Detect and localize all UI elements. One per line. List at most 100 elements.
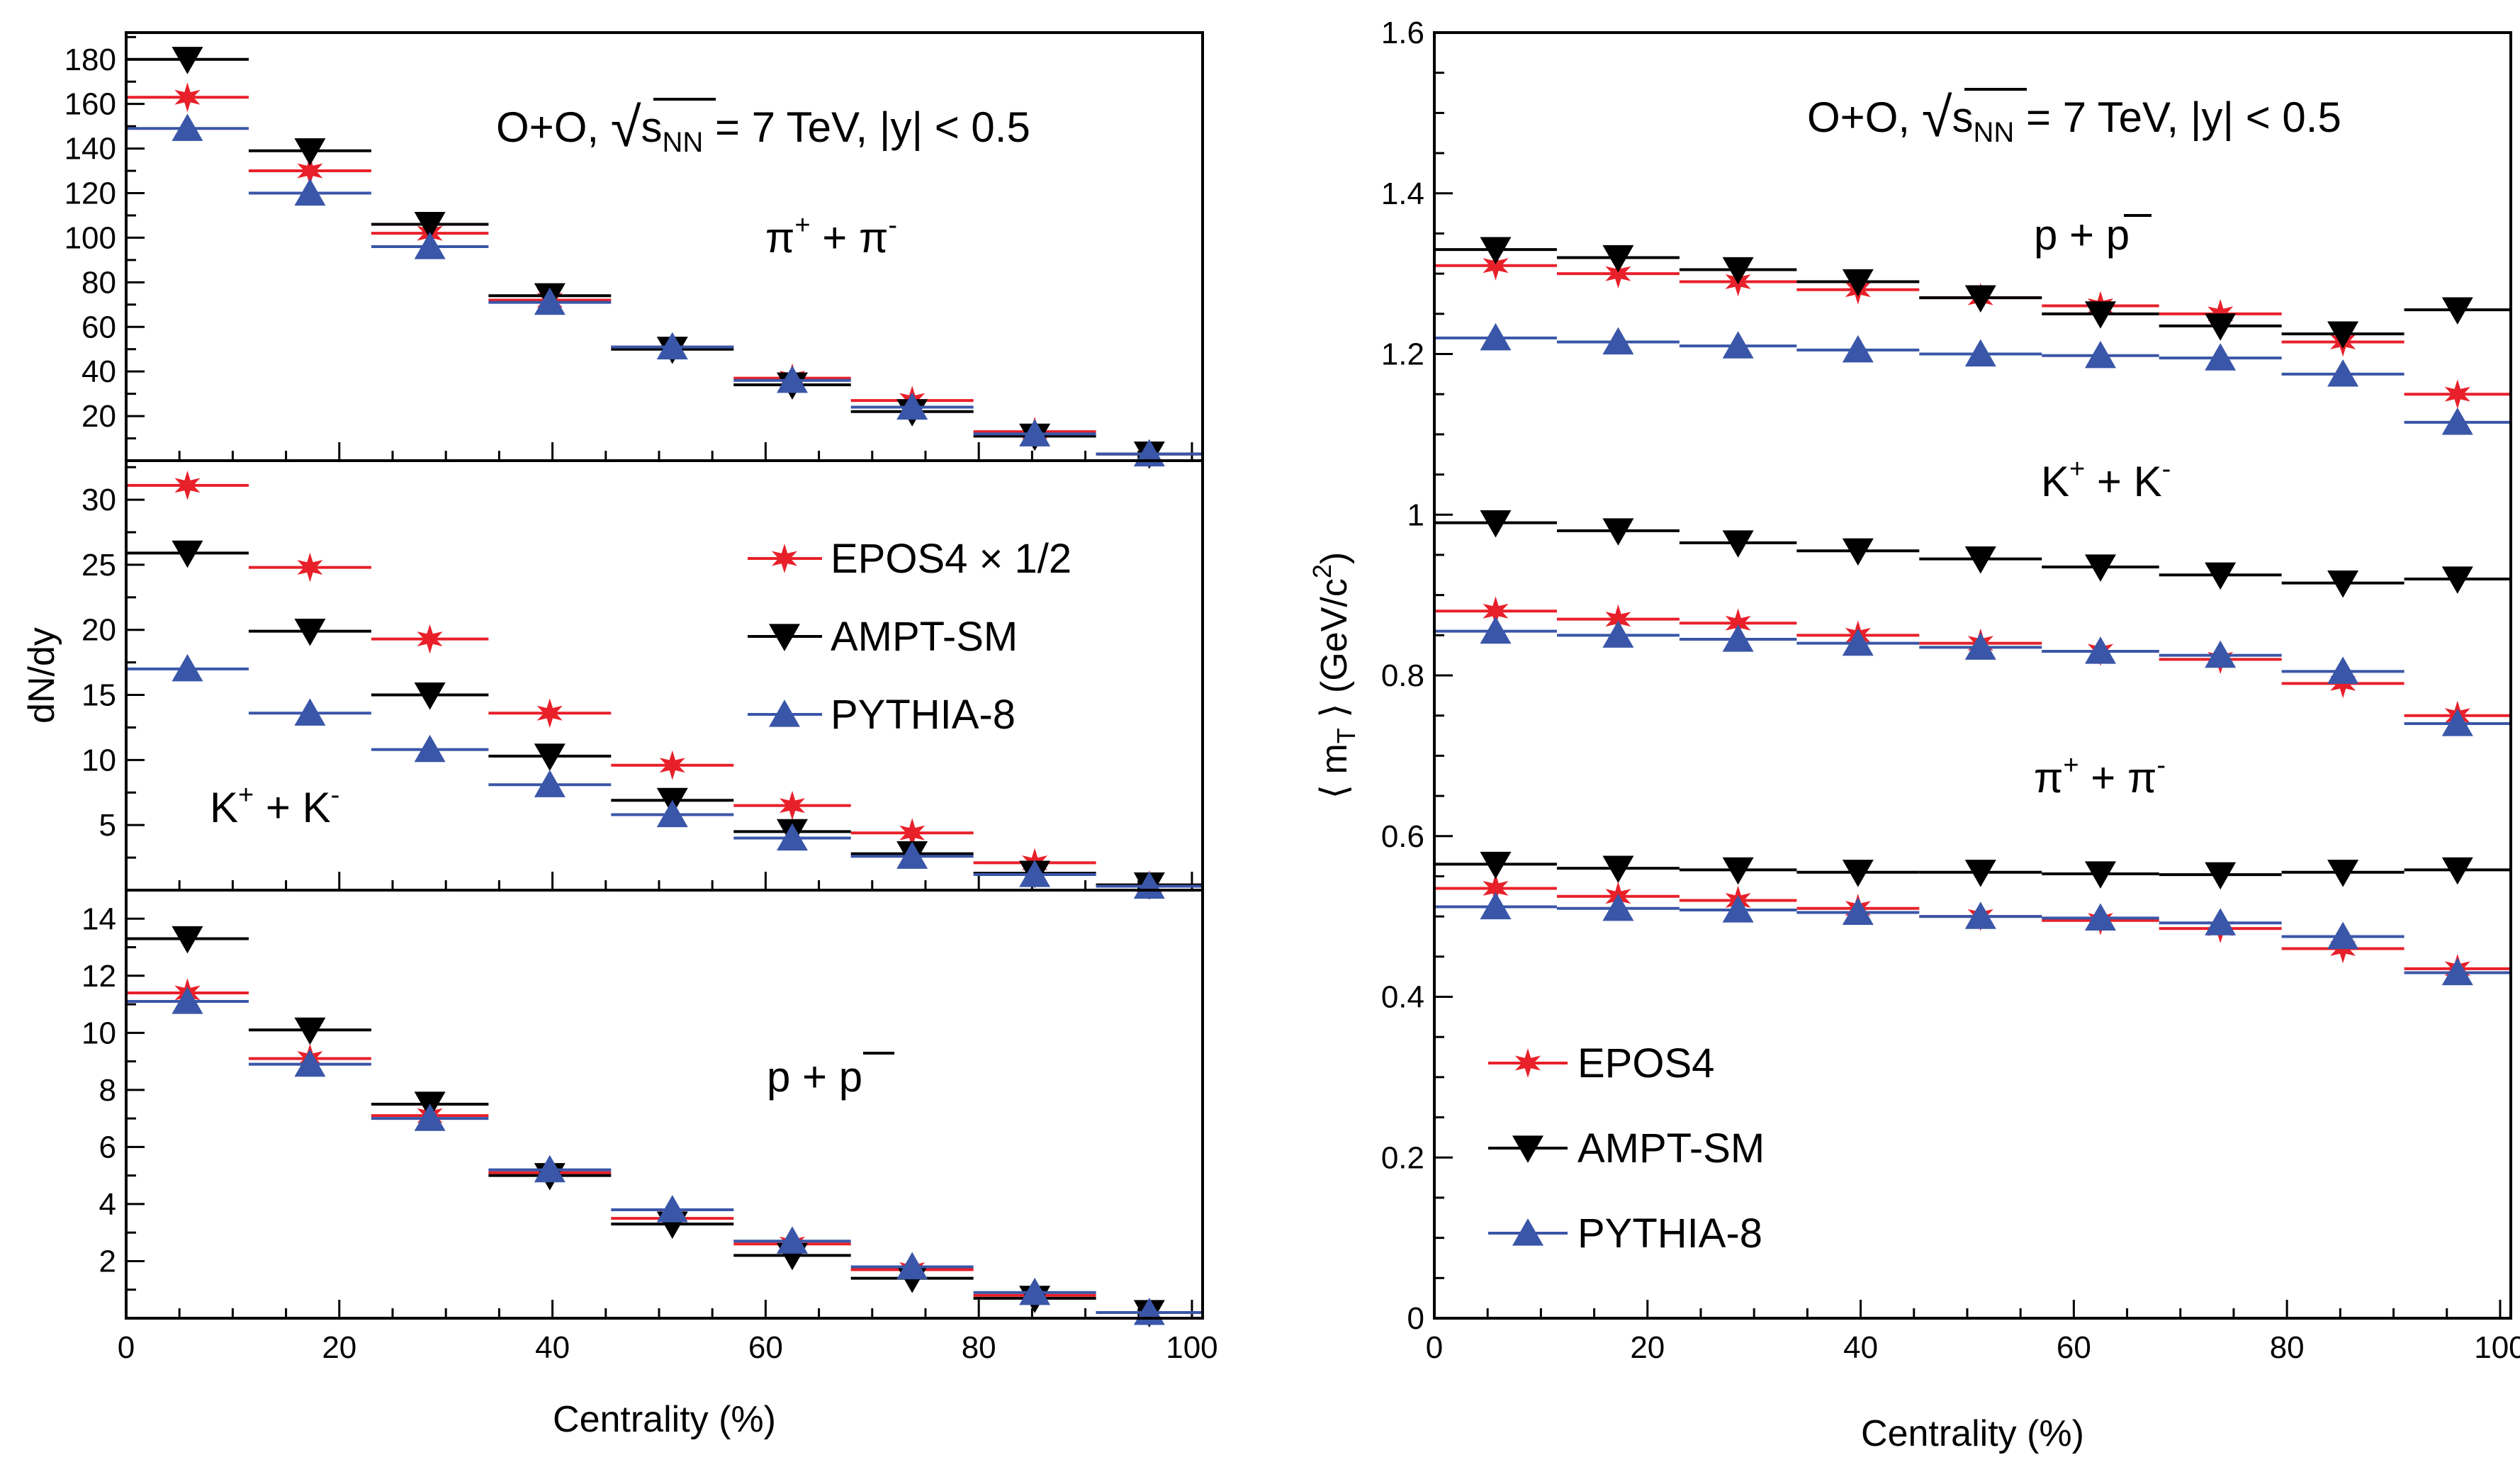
y-tick-label: 1.6 [1381, 16, 1424, 50]
mt-K-ampt-sm-marker [1842, 538, 1874, 566]
legend-dndy: EPOS4 × 1/2 AMPT-SM PYTHIA-8 [748, 536, 1071, 738]
mt-K-pythia-8-marker [2327, 656, 2359, 684]
series-epos4 [1434, 596, 2511, 731]
mt-K-pythia-8-marker [1602, 620, 1634, 648]
group-K [1434, 510, 2511, 736]
mt-K-pythia-8-marker [2084, 636, 2116, 664]
p-ampt-sm-marker [171, 926, 203, 954]
pi-pythia-8-marker [534, 287, 566, 315]
y-tick-label: 10 [81, 1016, 116, 1050]
mt-p-ampt-sm-marker [1480, 237, 1512, 265]
K-epos4-marker [536, 698, 563, 729]
mt-K-ampt-sm-marker [2205, 562, 2237, 590]
mt-K-pythia-8-marker [2205, 640, 2237, 668]
pi-ampt-sm-marker [414, 211, 446, 240]
dndy-chart: 20 40 60 80 100 120 140 160 180 5 10 15 20 25 30 0 20 40 6… [21, 31, 1218, 1440]
mt-pi-pythia-8-marker [1964, 901, 1996, 929]
mt-p-ampt-sm-marker [2205, 313, 2237, 341]
mt-pi-ampt-sm-marker [1602, 855, 1634, 883]
y-tick-label: 6 [99, 1130, 116, 1164]
series-ampt-sm [126, 926, 1203, 1327]
mt-p-ampt-sm-marker [2441, 297, 2473, 325]
mt-p-epos4-marker [1605, 259, 1631, 288]
mt-pi-pythia-8-marker [2205, 908, 2237, 936]
y-tick-label: 140 [64, 132, 116, 167]
x-tick-label: 0 [118, 1330, 135, 1365]
mt-K-pythia-8-marker [2441, 709, 2473, 736]
legend-marker [769, 700, 800, 727]
p-pythia-8-marker [171, 987, 203, 1014]
y-tick-label: 160 [64, 87, 116, 122]
mt-pi-ampt-sm-marker [1964, 860, 1996, 887]
pi-pythia-8-marker [294, 178, 326, 206]
kaon-label: K+ + K- [2041, 454, 2171, 505]
mt-K-ampt-sm-marker [2084, 554, 2116, 582]
mt-p-ampt-sm-marker [2084, 301, 2116, 329]
p-pythia-8-marker [656, 1195, 688, 1223]
x-axis-label: Centrality (%) [553, 1399, 776, 1440]
y-tick-label: 1.4 [1381, 176, 1424, 211]
y-tick-label: 12 [81, 959, 116, 994]
proton-label: p + p [767, 1053, 862, 1101]
p-ampt-sm-marker [294, 1017, 326, 1045]
pi-ampt-sm-marker [171, 47, 203, 74]
K-ampt-sm-marker [414, 682, 446, 710]
mt-pi-pythia-8-marker [1842, 897, 1874, 926]
x-tick-label: 20 [322, 1330, 356, 1365]
series-pythia-8 [126, 653, 1203, 899]
group-pi [1434, 851, 2511, 986]
y-tick-label: 0.2 [1381, 1140, 1424, 1175]
mt-p-ampt-sm-marker [1722, 257, 1754, 285]
y-axis-label: dN/dy [21, 627, 62, 724]
mt-p-pythia-8-marker [1602, 327, 1634, 355]
legend-marker [771, 544, 798, 573]
K-pythia-8-marker [776, 823, 808, 851]
p-pythia-8-marker [896, 1252, 928, 1280]
x-tick-label: 20 [1630, 1330, 1665, 1365]
mt-K-ampt-sm-marker [1964, 546, 1996, 574]
y-tick-label: 180 [64, 43, 116, 77]
x-tick-label: 100 [1166, 1330, 1217, 1365]
panel-p: 0 20 40 60 80 100 2 4 6 8 10 12 14 [81, 889, 1218, 1365]
mt-p-ampt-sm-marker [2327, 321, 2359, 349]
pi-pythia-8-marker [896, 392, 928, 420]
x-tick-label: 60 [748, 1330, 783, 1365]
mt-K-epos4-marker [1725, 608, 1751, 639]
series-pythia-8 [1434, 892, 2511, 986]
pi-epos4-marker [297, 156, 323, 186]
panel-frame [125, 889, 1204, 1320]
series-ampt-sm [126, 47, 1203, 469]
mt-p-pythia-8-marker [1722, 331, 1754, 359]
legend-marker [1514, 1048, 1541, 1078]
K-epos4-marker [899, 818, 926, 848]
y-tick-label: 120 [64, 176, 116, 211]
panel-pi: 20 40 60 80 100 120 140 160 180 [64, 31, 1204, 469]
y-tick-label: 20 [81, 613, 116, 648]
mt-K-ampt-sm-marker [1480, 510, 1512, 538]
mt-pi-epos4-marker [1483, 873, 1509, 904]
legend-label: EPOS4 × 1/2 [831, 536, 1071, 582]
K-ampt-sm-marker [171, 540, 203, 568]
mt-p-ampt-sm-marker [1602, 245, 1634, 273]
y-tick-label: 2 [99, 1244, 116, 1279]
K-epos4-marker [174, 471, 201, 500]
mt-pi-ampt-sm-marker [2205, 862, 2237, 890]
series-pythia-8 [1434, 616, 2511, 736]
legend-marker [769, 624, 800, 651]
K-ampt-sm-marker [294, 618, 326, 646]
pi-pythia-8-marker [414, 232, 446, 259]
y-tick-label: 15 [81, 678, 116, 713]
y-tick-label: 60 [81, 310, 116, 344]
y-tick-label: 1 [1407, 498, 1424, 532]
mt-pi-ampt-sm-marker [2084, 861, 2116, 889]
panel-frame [125, 31, 1204, 462]
system-label: O+O, √sNN = 7 TeV, |y| < 0.5 [1807, 86, 2341, 148]
x-tick-label: 40 [535, 1330, 570, 1365]
mt-p-pythia-8-marker [1480, 322, 1512, 351]
mt-pi-ampt-sm-marker [1842, 860, 1874, 887]
mt-pi-pythia-8-marker [1602, 893, 1634, 921]
mt-K-ampt-sm-marker [1602, 518, 1634, 546]
legend-label: PYTHIA-8 [1577, 1210, 1762, 1257]
y-tick-label: 14 [81, 901, 116, 936]
p-pythia-8-marker [534, 1154, 566, 1183]
